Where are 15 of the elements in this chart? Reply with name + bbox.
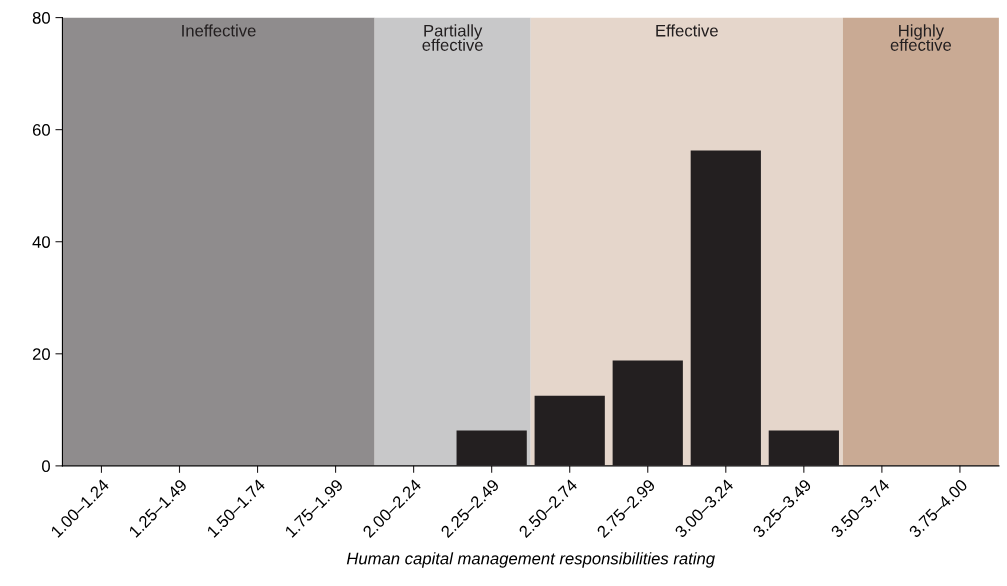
band-label: Highly effective — [890, 24, 952, 51]
bar — [690, 150, 761, 466]
bar — [612, 360, 683, 466]
band-label: Partially effective — [422, 24, 483, 51]
bar — [534, 395, 605, 466]
bar — [768, 430, 839, 466]
y-tick-label: 60 — [32, 124, 50, 136]
y-tick-label: 80 — [32, 11, 50, 24]
y-tick-label: 0 — [42, 460, 50, 473]
band-label: Ineffective — [182, 24, 256, 37]
y-tick-label: 40 — [32, 236, 50, 248]
band-label: Effective — [656, 24, 718, 37]
x-axis-title: Human capital management responsibilities rating — [346, 552, 715, 568]
y-tick-label: 20 — [32, 348, 50, 360]
bar — [456, 430, 527, 466]
